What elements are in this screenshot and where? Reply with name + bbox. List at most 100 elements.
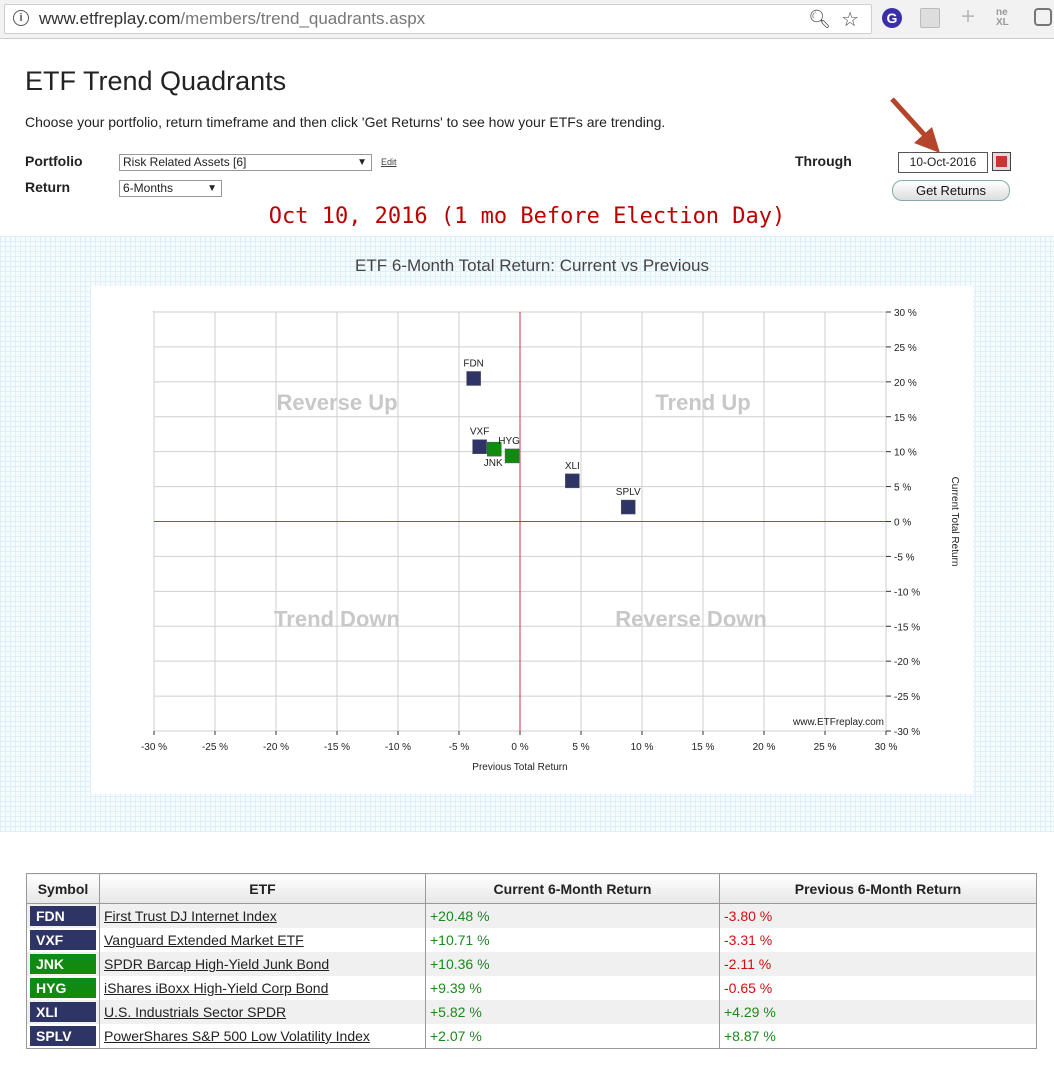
- return-select[interactable]: 6-Months ▼: [119, 180, 222, 197]
- etf-name-link[interactable]: Vanguard Extended Market ETF: [104, 932, 304, 948]
- y-tick-label: -25 %: [894, 692, 920, 703]
- watermark-text: www.ETFreplay.com: [792, 717, 884, 728]
- current-return-cell: +2.07 %: [425, 1024, 720, 1049]
- annotation-text: Oct 10, 2016 (1 mo Before Election Day): [268, 204, 786, 229]
- data-point-jnk: [487, 441, 502, 457]
- symbol-cell: FDN: [26, 903, 100, 928]
- x-tick-label: -20 %: [263, 742, 289, 753]
- x-tick-label: -5 %: [449, 742, 470, 753]
- y-tick-label: 10 %: [894, 448, 917, 459]
- data-point-label: VXF: [470, 427, 489, 438]
- portfolio-select[interactable]: Risk Related Assets [6] ▼: [119, 154, 372, 171]
- url-path: /members/trend_quadrants.aspx: [180, 9, 426, 28]
- url-domain: www.etfreplay.com: [39, 9, 181, 28]
- return-label: Return: [25, 179, 71, 195]
- symbol-badge: SPLV: [30, 1026, 96, 1046]
- etf-name-link[interactable]: SPDR Barcap High-Yield Junk Bond: [104, 956, 330, 972]
- returns-table: Symbol ETF Current 6-Month Return Previo…: [26, 873, 1037, 1049]
- table-row: HYG iShares iBoxx High-Yield Corp Bond +9.…: [26, 976, 1037, 1000]
- symbol-badge: FDN: [30, 906, 96, 926]
- x-tick-label: -15 %: [324, 742, 350, 753]
- get-returns-button[interactable]: Get Returns: [892, 180, 1010, 201]
- symbol-cell: JNK: [26, 952, 100, 976]
- x-tick-label: 10 %: [631, 742, 654, 753]
- etf-name-link[interactable]: PowerShares S&P 500 Low Volatility Index: [104, 1028, 370, 1044]
- extension-plus-icon[interactable]: +: [960, 3, 975, 30]
- bookmark-star-icon[interactable]: ☆: [841, 9, 859, 31]
- symbol-cell: HYG: [26, 976, 100, 1000]
- x-tick-label: 30 %: [875, 742, 898, 753]
- y-tick-label: 30 %: [894, 308, 917, 319]
- instructions-text: Choose your portfolio, return timeframe …: [25, 114, 666, 130]
- data-point-splv: [620, 499, 636, 515]
- extension-xl-icon[interactable]: ne XL: [996, 7, 1009, 28]
- etf-name-cell: Vanguard Extended Market ETF: [99, 928, 426, 952]
- quadrant-label: Reverse Up: [276, 390, 397, 415]
- chart-area: Reverse Up Trend Up Trend Down Reverse Down…: [91, 286, 973, 794]
- x-tick-label: 15 %: [692, 742, 715, 753]
- edit-link[interactable]: Edit: [381, 157, 397, 167]
- symbol-badge: JNK: [30, 954, 96, 974]
- return-select-value: 6-Months: [123, 181, 174, 195]
- x-tick-label: 20 %: [753, 742, 776, 753]
- zoom-icon[interactable]: 🔍︎: [808, 9, 831, 29]
- column-header-etf: ETF: [99, 873, 426, 904]
- y-tick-label: 5 %: [894, 483, 911, 494]
- table-row: VXF Vanguard Extended Market ETF +10.71 % -…: [26, 928, 1037, 952]
- current-return-cell: +10.71 %: [425, 928, 720, 952]
- current-return-cell: +9.39 %: [425, 976, 720, 1000]
- y-tick-label: 0 %: [894, 518, 911, 529]
- previous-return-cell: -2.11 %: [719, 952, 1037, 976]
- x-tick-label: 25 %: [814, 742, 837, 753]
- x-tick-label: 0 %: [511, 742, 528, 753]
- through-date-input[interactable]: 10-Oct-2016: [898, 152, 988, 173]
- y-tick-label: -30 %: [894, 727, 920, 738]
- y-tick-label: -20 %: [894, 657, 920, 668]
- quadrant-label: Trend Up: [655, 390, 750, 415]
- column-header-current-return: Current 6-Month Return: [425, 873, 720, 904]
- info-icon[interactable]: i: [13, 10, 29, 26]
- calendar-icon[interactable]: [992, 152, 1011, 171]
- previous-return-cell: -3.31 %: [719, 928, 1037, 952]
- column-header-previous-return: Previous 6-Month Return: [719, 873, 1037, 904]
- quadrant-label: Reverse Down: [615, 606, 767, 631]
- data-point-label: SPLV: [616, 487, 641, 498]
- through-label: Through: [795, 153, 852, 169]
- table-header-row: Symbol ETF Current 6-Month Return Previo…: [26, 873, 1037, 904]
- etf-name-link[interactable]: U.S. Industrials Sector SPDR: [104, 1004, 287, 1020]
- etf-name-cell: U.S. Industrials Sector SPDR: [99, 1000, 426, 1024]
- x-tick-label: -30 %: [141, 742, 167, 753]
- y-tick-label: 20 %: [894, 378, 917, 389]
- table-row: JNK SPDR Barcap High-Yield Junk Bond +10.3…: [26, 952, 1037, 976]
- x-axis-title: Previous Total Return: [472, 762, 567, 773]
- scatter-chart: Reverse Up Trend Up Trend Down Reverse Down…: [141, 308, 960, 773]
- symbol-cell: SPLV: [26, 1024, 100, 1049]
- etf-name-cell: PowerShares S&P 500 Low Volatility Index: [99, 1024, 426, 1049]
- y-tick-label: -5 %: [894, 552, 915, 563]
- annotation-arrow-icon: [890, 97, 940, 153]
- extension-g-icon[interactable]: G: [882, 8, 902, 28]
- column-header-symbol: Symbol: [26, 873, 100, 904]
- previous-return-cell: -3.80 %: [719, 903, 1037, 928]
- url-text[interactable]: www.etfreplay.com/members/trend_quadrant…: [39, 9, 425, 29]
- etf-name-cell: iShares iBoxx High-Yield Corp Bond: [99, 976, 426, 1000]
- extension-record-icon[interactable]: [1034, 8, 1052, 26]
- etf-name-link[interactable]: iShares iBoxx High-Yield Corp Bond: [104, 980, 329, 996]
- address-bar[interactable]: i www.etfreplay.com/members/trend_quadra…: [4, 4, 872, 34]
- y-tick-label: -15 %: [894, 622, 920, 633]
- y-tick-label: 15 %: [894, 413, 917, 424]
- quadrant-label: Trend Down: [274, 606, 400, 631]
- portfolio-label: Portfolio: [25, 153, 83, 169]
- symbol-badge: XLI: [30, 1002, 96, 1022]
- data-point-hyg: [504, 448, 520, 464]
- table-row: XLI U.S. Industrials Sector SPDR +5.82 % +4…: [26, 1000, 1037, 1024]
- previous-return-cell: -0.65 %: [719, 976, 1037, 1000]
- page-title: ETF Trend Quadrants: [25, 66, 287, 96]
- x-tick-label: -10 %: [385, 742, 411, 753]
- extension-save-icon[interactable]: [920, 8, 940, 28]
- chart-title: ETF 6-Month Total Return: Current vs Pre…: [355, 256, 709, 275]
- data-point-label: XLI: [565, 461, 580, 472]
- current-return-cell: +10.36 %: [425, 952, 720, 976]
- etf-name-link[interactable]: First Trust DJ Internet Index: [104, 908, 277, 924]
- symbol-cell: XLI: [26, 1000, 100, 1024]
